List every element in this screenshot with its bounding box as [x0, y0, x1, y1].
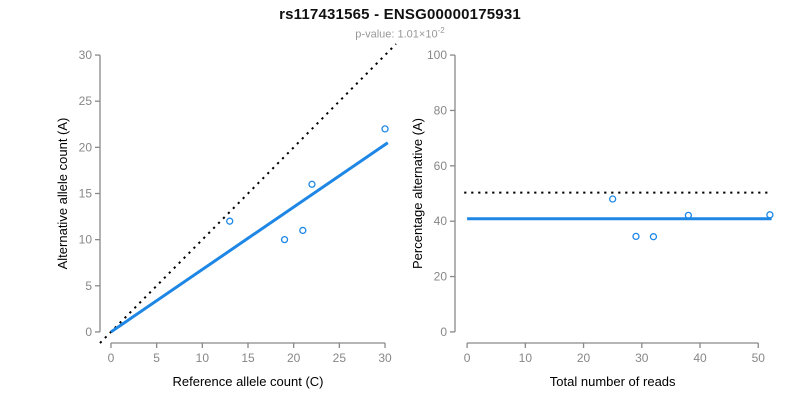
x-axis-title: Total number of reads [550, 374, 676, 389]
y-tick-label: 0 [440, 325, 447, 339]
pvalue-exponent: -2 [437, 26, 445, 35]
data-point [381, 125, 389, 133]
x-tick-label: 15 [241, 351, 255, 365]
data-point [609, 195, 617, 203]
data-point [684, 211, 693, 220]
y-tick-label: 20 [434, 270, 448, 284]
identity-line [99, 43, 397, 344]
x-axis-title: Reference allele count (C) [172, 374, 323, 389]
y-tick-label: 0 [85, 325, 92, 339]
x-tick-label: 20 [287, 351, 301, 365]
pvalue-prefix: p-value: [355, 28, 398, 41]
data-point [766, 211, 774, 219]
y-tick-label: 20 [79, 140, 93, 154]
y-tick-label: 40 [434, 214, 448, 228]
y-tick-label: 60 [434, 159, 448, 173]
y-tick-label: 100 [427, 48, 447, 62]
data-point [308, 180, 316, 188]
x-tick-label: 10 [196, 351, 210, 365]
y-axis-title: Alternative allele count (A) [55, 118, 70, 270]
x-tick-label: 40 [693, 351, 707, 365]
x-tick-label: 5 [153, 351, 160, 365]
data-point [299, 226, 307, 235]
y-tick-label: 80 [434, 103, 448, 117]
chart-percentage-alternative: 0 10 20 30 40 50 0 20 40 60 80 100 Total number of r… [410, 48, 774, 389]
x-tick-label: 30 [635, 351, 649, 365]
x-tick-label: 20 [577, 351, 591, 365]
y-tick-label: 30 [79, 48, 93, 62]
x-tick-label: 30 [378, 351, 392, 365]
x-tick-label: 25 [333, 351, 347, 365]
x-tick-label: 0 [108, 351, 115, 365]
data-point [226, 217, 234, 225]
pvalue-mantissa: 1.01×10 [397, 28, 438, 41]
y-tick-label: 10 [79, 233, 93, 247]
x-tick-label: 50 [752, 351, 766, 365]
data-point [632, 232, 640, 241]
chart-title: rs117431565 - ENSG00000175931 [279, 6, 521, 23]
chart-header: rs117431565 - ENSG00000175931 p-value: 1… [0, 6, 800, 41]
x-tick-label: 0 [464, 351, 471, 365]
y-tick-label: 15 [79, 187, 93, 201]
chart-allele-counts: 0 5 10 15 20 25 30 0 5 10 15 20 25 30 Reference allele… [55, 43, 397, 389]
data-point [280, 235, 289, 244]
data-point [649, 233, 658, 241]
y-tick-label: 5 [85, 279, 92, 293]
x-tick-label: 10 [519, 351, 533, 365]
regression-line [110, 141, 389, 334]
pvalue-subtitle: p-value: 1.01×10-2 [0, 26, 800, 41]
y-tick-label: 25 [79, 94, 93, 108]
y-axis-title: Percentage alternative (A) [410, 118, 425, 269]
